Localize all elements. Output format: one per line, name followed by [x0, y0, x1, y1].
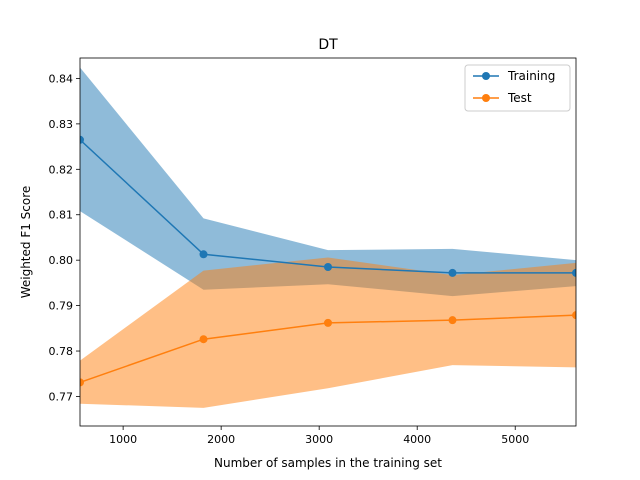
- y-tick-label: 0.80: [49, 254, 74, 267]
- x-axis-label: Number of samples in the training set: [214, 456, 442, 470]
- data-point-training: [199, 250, 208, 259]
- y-tick-label: 0.81: [49, 209, 74, 222]
- y-tick-label: 0.77: [49, 390, 74, 403]
- legend-marker-test: [482, 94, 490, 102]
- data-point-test: [448, 316, 457, 325]
- x-tick-label: 5000: [501, 433, 529, 446]
- chart-title: DT: [318, 37, 338, 53]
- data-point-test: [80, 378, 84, 387]
- x-tick-label: 3000: [305, 433, 333, 446]
- x-tick-label: 1000: [109, 433, 137, 446]
- data-point-training: [572, 268, 576, 277]
- y-tick-label: 0.83: [49, 118, 74, 131]
- x-tick-label: 4000: [403, 433, 431, 446]
- legend: Training Test: [464, 64, 571, 112]
- plot-area: 1000 2000 3000 4000 5000 0.77 0.78 0.79 0.80 0.81…: [49, 57, 577, 446]
- data-point-training: [324, 262, 332, 271]
- data-point-training: [80, 135, 84, 144]
- data-point-training: [448, 268, 457, 277]
- legend-label-test: Test: [507, 91, 532, 105]
- axes-frame: [79, 57, 577, 427]
- series-group: [80, 67, 576, 408]
- legend-label-training: Training: [507, 69, 555, 83]
- y-tick-label: 0.82: [49, 163, 74, 176]
- x-tick-label: 2000: [207, 433, 235, 446]
- legend-marker-training: [482, 72, 490, 80]
- data-point-test: [199, 335, 208, 344]
- confidence-band-test: [80, 257, 576, 408]
- data-point-test: [324, 318, 332, 327]
- y-tick-label: 0.84: [49, 72, 74, 85]
- confidence-band-training: [80, 67, 576, 297]
- data-point-test: [572, 311, 576, 320]
- y-tick-label: 0.78: [49, 345, 74, 358]
- y-tick-label: 0.79: [49, 300, 74, 313]
- y-axis-label: Weighted F1 Score: [19, 186, 33, 299]
